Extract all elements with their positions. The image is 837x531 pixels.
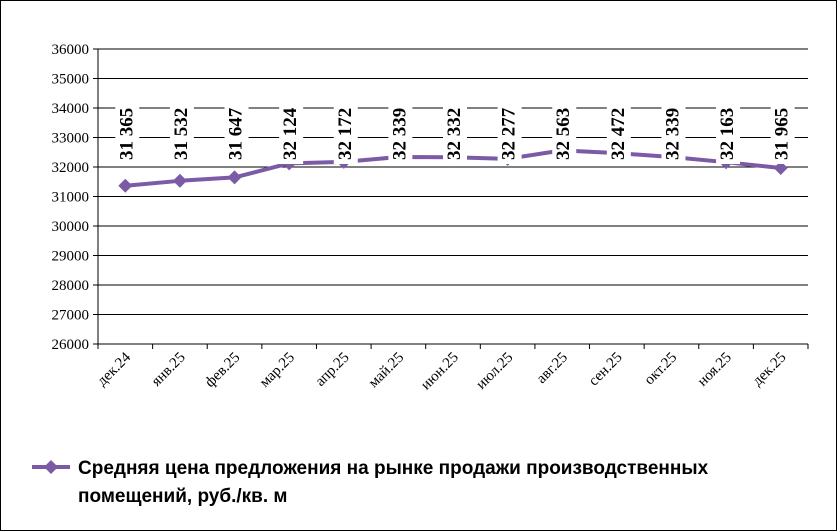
data-label: 32 339	[388, 103, 413, 164]
y-axis: 26000 27000 28000 29000 30000 31000 32000 33000…	[52, 42, 99, 353]
data-label-background	[770, 103, 795, 164]
data-label-text: 31 647	[226, 107, 247, 160]
data-label-background	[169, 103, 194, 164]
data-label: 32 339	[661, 103, 686, 164]
data-label: 32 563	[552, 103, 577, 164]
y-tick-label: 29000	[52, 249, 90, 265]
data-point-marker	[773, 161, 788, 176]
data-label: 31 965	[770, 103, 795, 164]
data-label-text: 32 332	[444, 108, 465, 160]
x-tick-label: апр.25	[312, 350, 352, 390]
data-label: 31 532	[169, 103, 194, 164]
data-point-marker	[172, 173, 187, 188]
legend-marker-swatch	[44, 460, 58, 474]
data-label-background	[388, 103, 413, 164]
data-label-background	[716, 103, 741, 164]
legend-label-line-1: Средняя цена предложения на рынке продаж…	[78, 458, 709, 479]
data-label: 32 332	[443, 103, 467, 164]
data-label-background	[115, 103, 140, 164]
data-label-text: 32 472	[608, 108, 629, 160]
data-label-background	[606, 103, 631, 164]
data-label-text: 32 172	[335, 108, 356, 160]
data-label-text: 32 163	[717, 108, 738, 160]
data-label-text: 32 339	[662, 108, 683, 160]
x-tick-label: ноя.25	[695, 350, 735, 390]
grid-lines	[93, 48, 808, 345]
data-label: 32 172	[333, 103, 358, 164]
x-tick-label: сен.25	[586, 350, 626, 390]
x-tick-label: июн.25	[418, 350, 462, 394]
y-tick-label: 28000	[52, 278, 90, 294]
x-tick-label: окт.25	[642, 350, 681, 389]
data-point-marker	[118, 178, 133, 193]
data-label-background	[552, 103, 577, 164]
y-tick-label: 26000	[52, 337, 90, 353]
data-label-text: 31 365	[116, 108, 137, 160]
data-label-background	[224, 103, 249, 164]
y-tick-label: 33000	[52, 131, 90, 147]
data-label: 32 472	[606, 103, 631, 164]
x-tick-label: фев.25	[202, 350, 243, 391]
data-label: 32 163	[716, 103, 741, 164]
x-tick-label: мар.25	[257, 350, 298, 391]
data-label: 32 124	[279, 103, 304, 164]
data-labels: 31 365 31 532 31 647 32 124 32 172 32 339 32 3…	[115, 103, 795, 164]
data-label-text: 32 277	[499, 107, 520, 160]
x-tick-label: июл.25	[473, 350, 516, 393]
data-label-background	[443, 103, 467, 164]
data-label-text: 32 124	[280, 107, 301, 160]
x-tick-label: дек.24	[94, 349, 134, 389]
x-tick-label: май.25	[366, 350, 408, 392]
data-label-text: 32 563	[553, 108, 574, 160]
y-tick-label: 34000	[52, 101, 90, 117]
y-tick-label: 30000	[52, 219, 90, 235]
data-label-text: 31 965	[772, 108, 793, 160]
y-tick-label: 32000	[52, 160, 90, 176]
legend: Средняя цена предложения на рынке продаж…	[32, 458, 709, 507]
data-label-background	[333, 103, 358, 164]
data-point-marker	[227, 170, 242, 185]
legend-label-line-2: помещений, руб./кв. м	[78, 486, 287, 507]
y-tick-label: 36000	[52, 42, 90, 58]
data-label-text: 32 339	[389, 108, 410, 160]
data-label-background	[497, 103, 522, 164]
x-axis: дек.24 янв.25 фев.25 мар.25 апр.25 май.25 июн.…	[94, 343, 809, 394]
x-tick-label: янв.25	[149, 350, 189, 390]
data-label: 31 647	[224, 103, 249, 164]
data-label: 32 277	[497, 103, 522, 164]
x-tick-label: дек.25	[750, 350, 790, 390]
data-label-text: 31 532	[171, 108, 192, 160]
data-label-background	[661, 103, 686, 164]
y-tick-label: 27000	[52, 308, 90, 324]
y-tick-label: 31000	[52, 190, 90, 206]
data-label: 31 365	[115, 103, 140, 164]
x-tick-label: авг.25	[534, 350, 571, 387]
data-label-background	[279, 103, 304, 164]
y-tick-label: 35000	[52, 72, 90, 88]
